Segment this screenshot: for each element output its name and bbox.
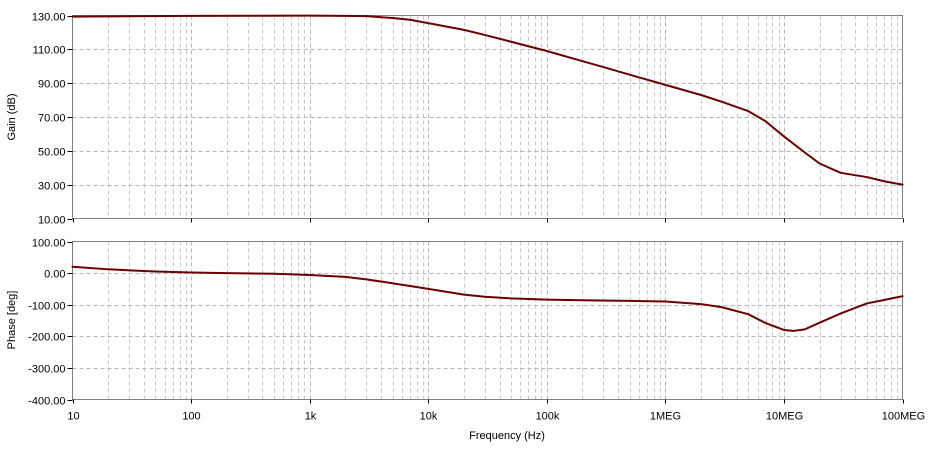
- phase-plot-frame: [72, 241, 903, 400]
- gain-panel: 130.00 110.00 90.00 70.00 50.00 30.00 10.00 Ga…: [6, 12, 904, 227]
- gain-y-tick-label: 70.00: [38, 113, 66, 125]
- phase-panel: 100.00 0.00 -100.00 -200.00 -300.00 -400.00 1…: [6, 238, 925, 423]
- phase-y-tick-label: -100.00: [28, 301, 65, 313]
- x-tick-label: 10k: [420, 411, 438, 423]
- gain-y-tick-label: 10.00: [38, 215, 66, 227]
- phase-y-tick-label: -200.00: [28, 332, 65, 344]
- phase-y-tick-label: 0.00: [44, 269, 65, 281]
- x-tick-label: 10: [67, 411, 79, 423]
- phase-y-tick-label: -400.00: [28, 396, 65, 408]
- phase-curve: [71, 265, 904, 332]
- gain-y-tick-label: 130.00: [32, 12, 66, 24]
- gain-axis-title: Gain (dB): [6, 93, 18, 140]
- x-tick-label: 100MEG: [882, 411, 925, 423]
- gain-y-tick-label: 110.00: [33, 45, 66, 57]
- x-axis-title: Frequency (Hz): [469, 430, 545, 442]
- gain-y-tick-label: 90.00: [38, 79, 66, 91]
- gain-curve: [71, 14, 904, 186]
- gain-y-tick-label: 30.00: [38, 181, 66, 193]
- gain-y-tick-label: 50.00: [38, 147, 66, 159]
- x-tick-label: 1k: [305, 411, 317, 423]
- phase-y-tick-label: -300.00: [28, 364, 65, 376]
- phase-y-tick-label: 100.00: [32, 238, 66, 250]
- phase-axis-title: Phase [deg]: [6, 291, 18, 350]
- x-tick-label: 1MEG: [650, 411, 681, 423]
- x-tick-label: 100k: [536, 411, 560, 423]
- x-tick-label: 100: [182, 411, 200, 423]
- x-tick-label: 10MEG: [766, 411, 803, 423]
